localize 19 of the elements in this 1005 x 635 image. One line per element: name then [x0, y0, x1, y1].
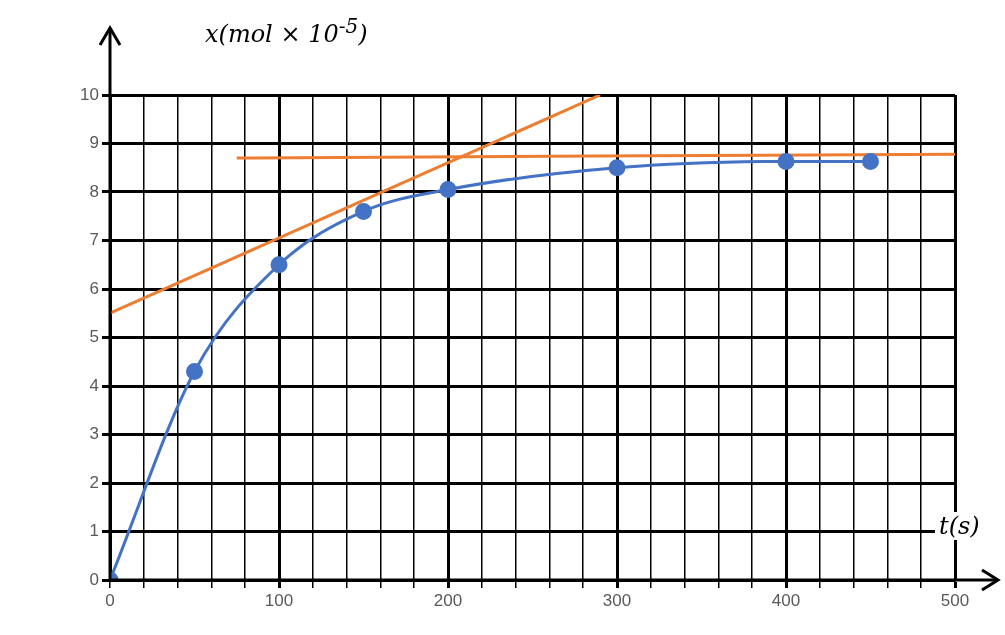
x-axis-title: t(s): [935, 512, 984, 540]
y-tick-label: 2: [89, 472, 99, 492]
x-tick-label: 400: [771, 590, 801, 610]
y-tick-label: 8: [89, 181, 99, 201]
y-tick-label: 9: [89, 133, 99, 153]
y-tick-label: 1: [89, 521, 99, 541]
y-tick-label: 0: [89, 569, 99, 589]
x-tick-label: 0: [105, 590, 115, 610]
y-tick-label: 5: [89, 327, 99, 347]
x-tick-label: 500: [940, 590, 970, 610]
y-tick-label: 7: [89, 230, 99, 250]
y-tick-label: 4: [89, 375, 99, 395]
y-tick-label: 3: [89, 424, 99, 444]
x-tick-label: 200: [433, 590, 463, 610]
y-tick-label: 6: [89, 278, 99, 298]
x-tick-label: 100: [264, 590, 294, 610]
x-tick-label: 300: [602, 590, 632, 610]
y-tick-label: 10: [80, 84, 99, 104]
y-axis-title: x(mol × 10$^{-5}$): [205, 14, 368, 48]
